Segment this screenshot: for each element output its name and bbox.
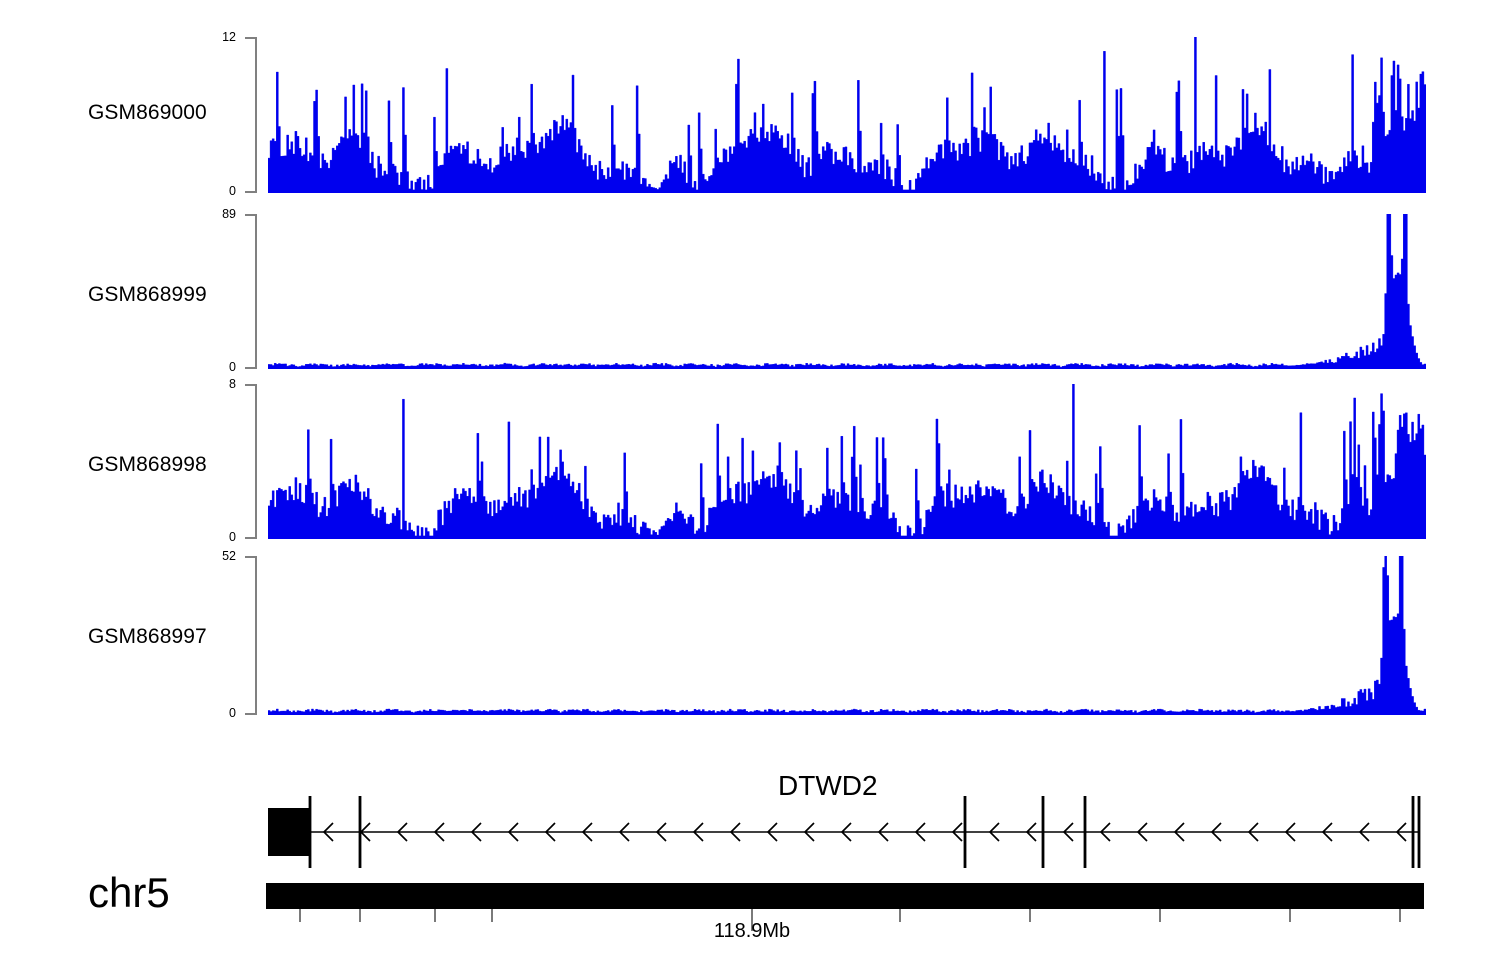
coverage-track-gsm869000[interactable]: GSM869000 12 0 [0, 0, 1500, 205]
chromosome-ruler-tick [1159, 909, 1161, 922]
chromosome-ruler-tick [751, 909, 753, 931]
exon-tick [963, 796, 967, 868]
axis-min-gsm868997: 0 [229, 706, 236, 720]
coverage-track-gsm868999[interactable]: GSM868999 89 0 [0, 205, 1500, 375]
strand-arrow-icon [803, 822, 815, 842]
exon-tick [358, 796, 362, 868]
axis-max-gsm868999: 89 [222, 207, 236, 221]
strand-arrow-icon [988, 822, 1000, 842]
coverage-area-gsm868999 [268, 214, 1426, 369]
exon-tick [308, 796, 312, 868]
coverage-area-gsm868998 [268, 384, 1426, 539]
axis-min-gsm869000: 0 [229, 184, 236, 198]
strand-arrow-icon [1358, 822, 1370, 842]
coverage-plot-gsm869000[interactable] [268, 37, 1426, 193]
exon-tick [1417, 796, 1421, 868]
strand-arrow-icon [581, 822, 593, 842]
exon-block [268, 808, 310, 856]
chromosome-ruler-tick [299, 909, 301, 922]
strand-arrow-icon [1099, 822, 1111, 842]
chromosome-axis[interactable] [0, 875, 1500, 965]
chromosome-ruler-tick [1399, 909, 1401, 922]
axis-max-gsm869000: 12 [222, 30, 236, 44]
exon-tick [1411, 796, 1415, 868]
strand-arrow-icon [507, 822, 519, 842]
track-label-gsm868999: GSM868999 [88, 283, 207, 306]
gene-name-label: DTWD2 [778, 770, 878, 801]
chromosome-bar [266, 883, 1424, 909]
strand-arrow-icon [1173, 822, 1185, 842]
strand-arrow-icon [877, 822, 889, 842]
axis-max-gsm868997: 52 [222, 549, 236, 563]
axis-bracket-gsm869000 [245, 37, 267, 193]
strand-arrow-icon [1062, 822, 1074, 842]
chromosome-ruler-tick [1289, 909, 1291, 922]
axis-bracket-gsm868998 [245, 384, 267, 539]
strand-arrow-icon [1025, 822, 1037, 842]
axis-bracket-gsm868999 [245, 214, 267, 369]
strand-arrow-icon [544, 822, 556, 842]
strand-arrow-icon [1395, 822, 1407, 842]
strand-arrow-icon [1210, 822, 1222, 842]
track-label-gsm868998: GSM868998 [88, 453, 207, 476]
chromosome-label: chr5 [88, 869, 170, 916]
chromosome-position-label: 118.9Mb [713, 920, 791, 942]
strand-arrow-icon [322, 822, 334, 842]
strand-arrow-icon [470, 822, 482, 842]
strand-arrow-icon [1136, 822, 1148, 842]
coverage-area-gsm869000 [268, 37, 1426, 193]
chromosome-ruler-tick [434, 909, 436, 922]
chromosome-ruler-tick [899, 909, 901, 922]
strand-arrow-icon [433, 822, 445, 842]
strand-arrow-icon [914, 822, 926, 842]
gene-model[interactable] [0, 790, 1500, 890]
strand-arrow-icon [1321, 822, 1333, 842]
strand-arrow-icon [766, 822, 778, 842]
strand-arrow-icon [396, 822, 408, 842]
strand-arrow-icon [1284, 822, 1296, 842]
track-label-gsm868997: GSM868997 [88, 625, 207, 648]
track-label-gsm869000: GSM869000 [88, 101, 207, 124]
strand-arrow-icon [840, 822, 852, 842]
coverage-area-gsm868997 [268, 556, 1426, 715]
strand-arrow-icon [655, 822, 667, 842]
strand-arrow-icon [618, 822, 630, 842]
axis-bracket-gsm868997 [245, 556, 267, 715]
coverage-plot-gsm868997[interactable] [268, 556, 1426, 715]
exon-tick [1083, 796, 1087, 868]
chromosome-ruler-tick [359, 909, 361, 922]
strand-arrow-icon [692, 822, 704, 842]
chromosome-ruler-tick [1029, 909, 1031, 922]
strand-arrow-icon [729, 822, 741, 842]
coverage-plot-gsm868998[interactable] [268, 384, 1426, 539]
coverage-plot-gsm868999[interactable] [268, 214, 1426, 369]
coverage-track-gsm868997[interactable]: GSM868997 52 0 [0, 545, 1500, 725]
strand-arrow-icon [1247, 822, 1259, 842]
chromosome-ruler-tick [491, 909, 493, 922]
axis-max-gsm868998: 8 [229, 377, 236, 391]
exon-tick [1041, 796, 1045, 868]
coverage-track-gsm868998[interactable]: GSM868998 8 0 [0, 375, 1500, 545]
axis-min-gsm868999: 0 [229, 360, 236, 374]
strand-arrow-icon [951, 822, 963, 842]
axis-min-gsm868998: 0 [229, 530, 236, 544]
